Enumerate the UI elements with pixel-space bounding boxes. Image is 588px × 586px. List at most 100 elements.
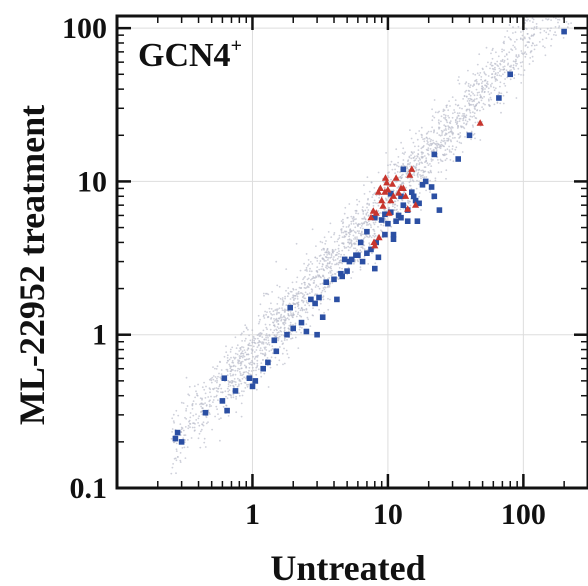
background-point [304,283,306,286]
background-point [312,277,314,279]
background-point [443,109,446,112]
background-point [484,88,486,90]
background-point [275,319,278,321]
background-point [408,163,411,166]
background-point [365,235,368,238]
background-point [395,209,398,211]
background-point [476,91,479,94]
background-point [292,303,295,306]
background-point [189,416,192,419]
background-point [542,45,544,48]
background-point [472,111,474,114]
background-point [226,370,229,373]
background-point [377,204,380,207]
background-point [417,153,419,155]
background-point [451,126,454,129]
background-point [402,182,405,185]
background-point [266,343,269,346]
background-point [418,180,420,183]
background-point [234,365,237,368]
background-point [185,409,188,412]
background-point [177,456,179,458]
background-point [546,27,549,30]
background-point [198,432,201,435]
background-point [465,114,468,117]
background-point [238,392,241,395]
background-point [227,383,230,385]
background-point [271,352,274,355]
background-point [341,267,343,270]
background-point [436,146,439,149]
background-point [367,223,369,226]
background-point [354,231,357,234]
background-point [242,346,245,349]
background-point [359,249,362,252]
background-point [359,227,362,229]
background-point [456,112,459,115]
background-point [260,371,262,374]
background-point [535,27,538,30]
background-point [301,299,303,302]
background-point [325,240,327,242]
background-point [550,38,553,41]
background-point [197,422,200,424]
y-tick-label: 100 [62,12,107,45]
background-point [292,324,294,326]
background-point [497,93,500,96]
background-point [322,287,325,289]
background-point [239,364,242,367]
triangle-point [402,192,410,199]
background-point [384,208,386,211]
background-point [173,421,176,424]
background-point [285,268,288,270]
background-point [200,428,203,431]
background-point [303,294,306,296]
square-point [339,273,345,280]
background-point [347,238,349,241]
square-point [431,151,438,158]
background-point [513,46,516,49]
background-point [264,348,266,350]
background-point [205,385,207,388]
background-point [227,390,230,393]
background-point [256,359,259,362]
background-point [277,317,280,320]
background-point [510,38,512,41]
background-point [464,119,467,122]
background-point [461,115,464,117]
background-point [490,61,493,64]
background-point [471,100,474,103]
background-point [277,323,280,326]
background-point [268,350,271,352]
background-point [329,282,331,285]
background-point [249,339,252,342]
background-point [218,385,221,388]
background-point [297,292,299,295]
background-point [226,359,229,362]
background-point [265,334,267,337]
background-point [280,319,282,322]
background-point [217,399,219,401]
background-point [292,294,294,297]
background-point [286,353,289,355]
background-point [311,263,314,265]
background-point [241,350,244,353]
background-point [248,344,251,347]
background-point [385,199,388,202]
background-point [333,232,336,234]
background-point [333,273,336,275]
background-point [236,385,239,388]
background-point [509,78,512,81]
background-point [454,99,457,101]
background-point [304,287,307,290]
background-point [347,216,349,219]
background-point [271,291,273,293]
background-point [277,338,280,340]
background-point [252,369,255,372]
square-point [323,279,329,285]
background-point [226,397,229,400]
background-point [476,102,479,105]
background-point [265,313,267,316]
background-point [342,221,345,224]
background-point [305,300,308,302]
